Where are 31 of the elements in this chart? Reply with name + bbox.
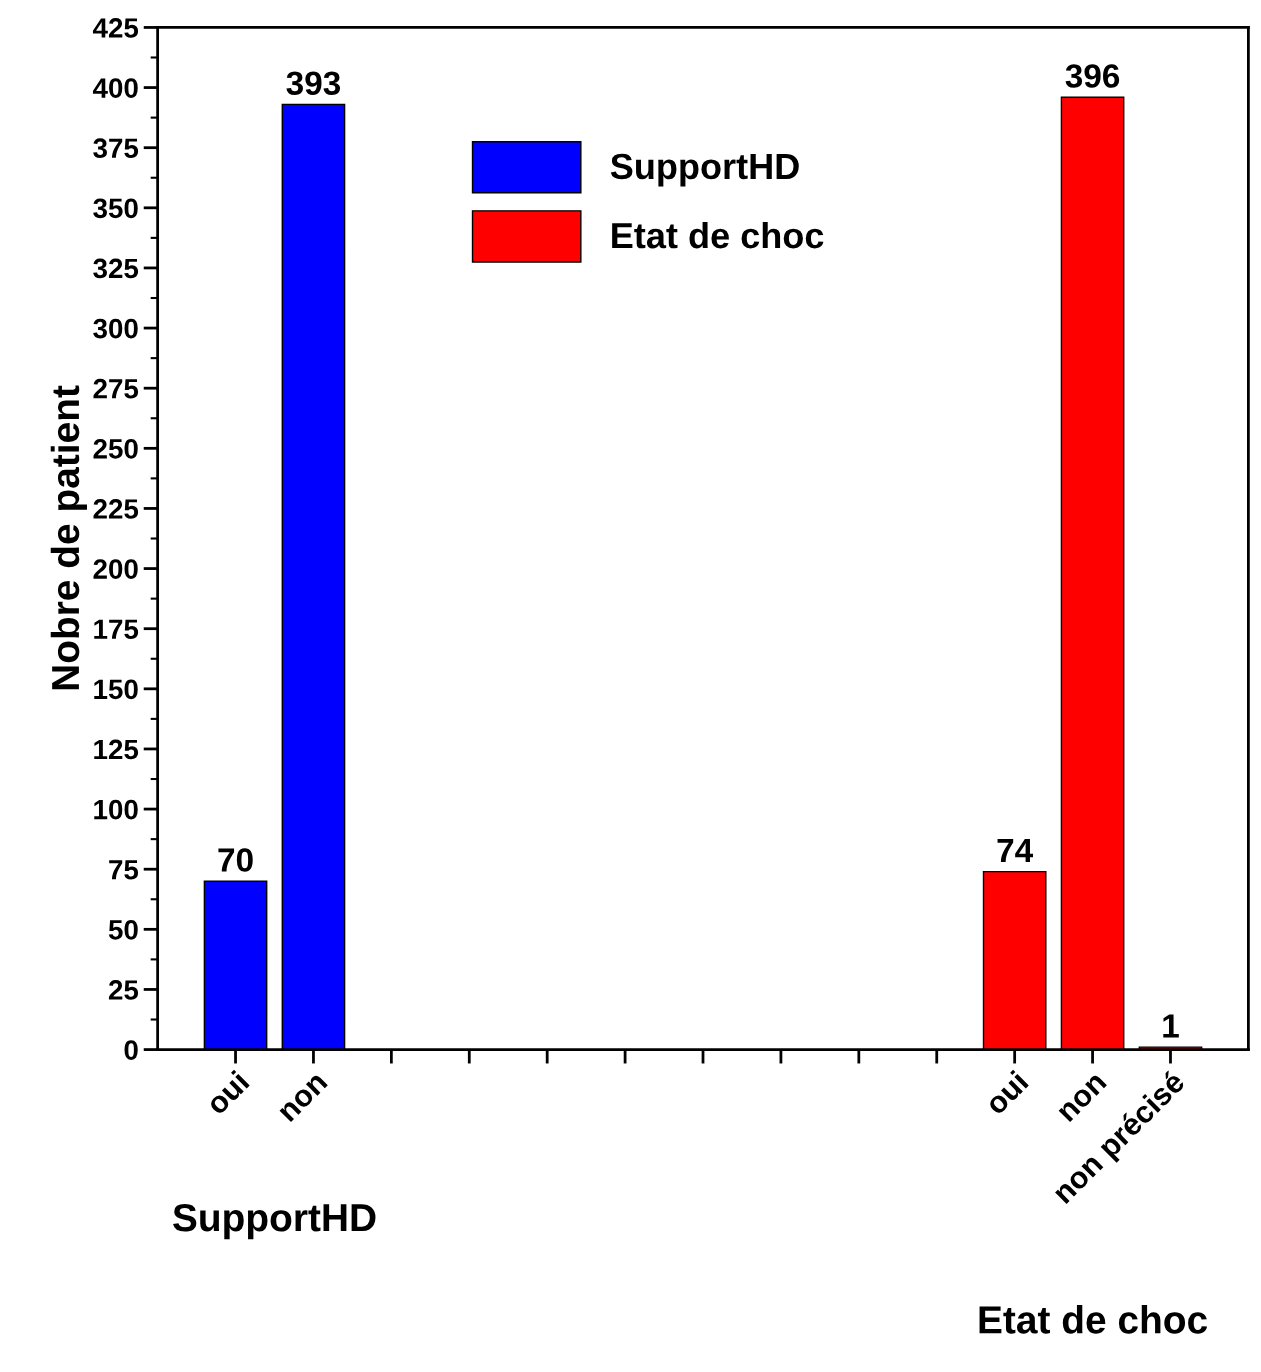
- y-tick-label: 100: [94, 799, 138, 820]
- y-axis-title: Nobre de patient: [50, 385, 87, 690]
- x-tick-label: oui: [203, 1069, 250, 1116]
- y-tick-label: 0: [124, 1040, 138, 1060]
- y-tick-label: 300: [93, 318, 138, 339]
- data-label: 393: [286, 71, 341, 96]
- y-tick-label: 425: [92, 18, 139, 38]
- x-tick-label: oui: [983, 1069, 1029, 1116]
- y-tick-label: 250: [93, 438, 138, 459]
- y-tick-label: 275: [93, 378, 139, 399]
- y-tick-label: 175: [94, 619, 139, 640]
- y-tick-label: 350: [93, 198, 138, 219]
- y-tick-label: 325: [93, 258, 139, 279]
- y-tick-label: 225: [93, 499, 139, 519]
- x-tick-label: non: [279, 1073, 328, 1123]
- y-tick-label: 50: [108, 920, 138, 940]
- y-tick-label: 400: [92, 78, 138, 98]
- data-label: 70: [218, 848, 253, 872]
- y-tick-label: 200: [93, 559, 138, 579]
- legend-label: SupportHD: [610, 153, 799, 187]
- data-label: 74: [997, 838, 1034, 862]
- data-label: 1: [1163, 1014, 1179, 1038]
- y-tick-label: 25: [108, 980, 139, 1000]
- legend-label: Etat de choc: [612, 221, 824, 249]
- y-tick-label: 125: [94, 739, 139, 760]
- text: Etat de choc: [979, 1305, 1208, 1334]
- y-tick-label: 75: [109, 860, 139, 880]
- y-tick-label: 150: [94, 679, 138, 700]
- text: SupportHD: [173, 1203, 376, 1240]
- data-label: 396: [1065, 64, 1120, 88]
- y-tick-label: 375: [93, 138, 139, 159]
